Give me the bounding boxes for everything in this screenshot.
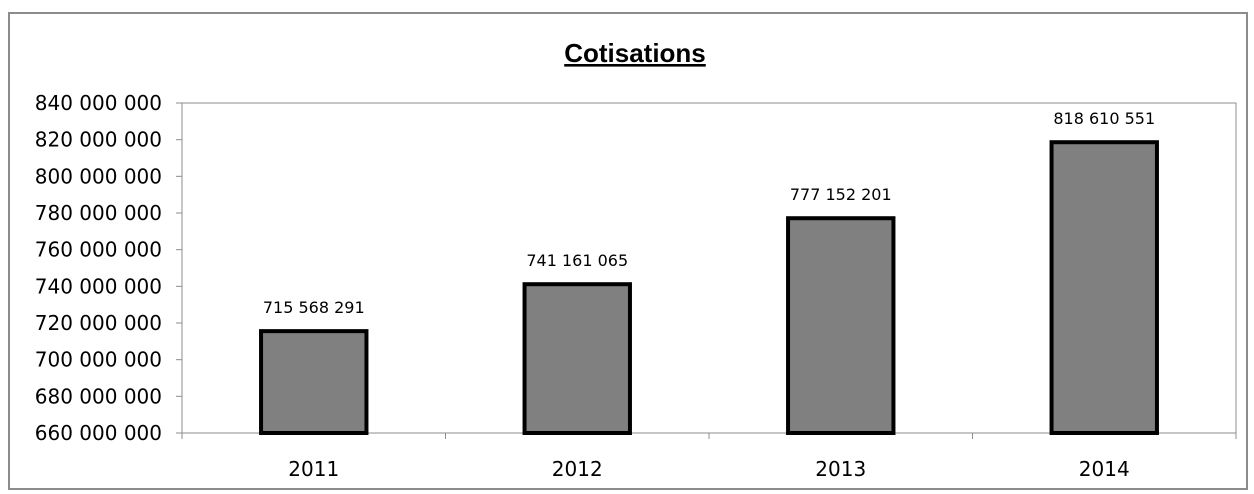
bar: [1049, 140, 1159, 435]
data-label: 818 610 551: [1053, 109, 1155, 128]
y-tick-label: 820 000 000: [35, 128, 162, 152]
bar: [786, 216, 896, 435]
x-tick-label: 2013: [815, 457, 866, 481]
y-tick-label: 760 000 000: [35, 238, 162, 262]
y-tick-label: 720 000 000: [35, 311, 162, 335]
bar: [259, 329, 369, 435]
plot-area: 660 000 000 680 000 000 700 000 000 720 000…: [35, 91, 1237, 481]
chart-title: Cotisations: [564, 38, 706, 68]
y-tick-label: 840 000 000: [35, 91, 162, 115]
data-label: 715 568 291: [263, 298, 365, 317]
y-tick-label: 680 000 000: [35, 384, 162, 408]
data-label: 741 161 065: [526, 251, 628, 270]
data-label: 777 152 201: [790, 185, 892, 204]
bar: [522, 282, 632, 435]
y-tick-label: 780 000 000: [35, 201, 162, 225]
y-tick-label: 660 000 000: [35, 421, 162, 445]
y-tick-label: 740 000 000: [35, 274, 162, 298]
y-tick-label: 700 000 000: [35, 348, 162, 372]
x-tick-label: 2014: [1079, 457, 1130, 481]
x-tick-label: 2012: [552, 457, 603, 481]
y-tick-label: 800 000 000: [35, 164, 162, 188]
x-tick-label: 2011: [288, 457, 339, 481]
